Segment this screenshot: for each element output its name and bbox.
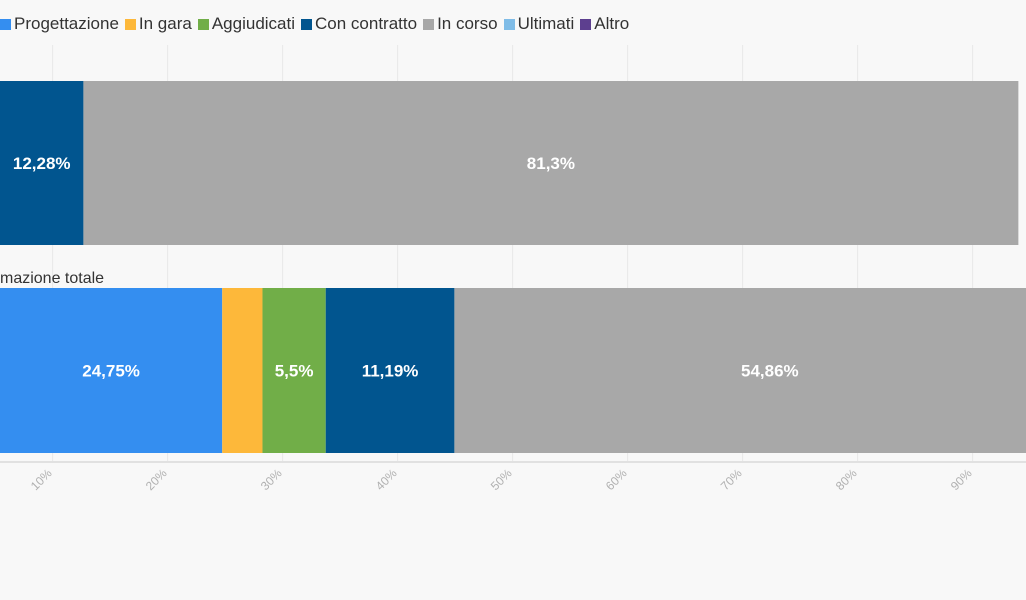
bar-value-label: 81,3% (527, 154, 575, 173)
bar-segment[interactable] (262, 288, 326, 453)
bar-value-label: 5,5% (275, 362, 314, 381)
x-tick-label: 90% (948, 466, 975, 493)
x-tick-label: 80% (833, 466, 860, 493)
x-axis: 10% 20% 30% 40% 50% 60% 70% 80% 90% (0, 461, 1026, 493)
legend-swatch (301, 18, 313, 30)
x-tick-label: 30% (258, 466, 285, 493)
x-tick-label: 50% (488, 466, 515, 493)
bar-value-labels: 12,28% 81,3% 24,75% 5,5% 11,19% 54,86% (13, 154, 799, 381)
legend-item[interactable]: Progettazione (0, 14, 119, 34)
row-label: mazione totale (0, 270, 104, 287)
legend-label: Altro (594, 14, 630, 33)
x-tick-label: 40% (373, 466, 400, 493)
legend-item[interactable]: In corso (423, 14, 498, 34)
bar-value-label: 24,75% (82, 362, 140, 381)
legend-label: Aggiudicati (211, 14, 296, 33)
legend-item[interactable]: Con contratto (301, 14, 417, 34)
legend-label: Ultimati (517, 14, 575, 33)
x-tick-label: 10% (28, 466, 55, 493)
legend-item[interactable]: Altro (580, 14, 629, 34)
legend-label: Con contratto (315, 14, 418, 33)
legend-swatch (580, 18, 592, 30)
legend-label: In corso (437, 14, 498, 33)
legend-item[interactable]: Ultimati (503, 14, 575, 34)
bar-value-label: 12,28% (13, 154, 71, 173)
legend-item[interactable]: In gara (124, 14, 192, 34)
legend-label: Progettazione (14, 14, 119, 33)
legend-label: In gara (138, 14, 192, 33)
legend-item[interactable]: Aggiudicati (197, 14, 296, 34)
legend-swatch (197, 18, 209, 30)
legend-swatch (124, 18, 136, 30)
bar-segment[interactable] (83, 81, 1019, 245)
legend-swatch (0, 18, 11, 30)
x-tick-label: 70% (718, 466, 745, 493)
bar-segment[interactable] (0, 81, 84, 245)
chart-legend: Progettazione In gara Aggiudicati Con contr… (0, 12, 635, 36)
x-tick-label: 60% (603, 466, 630, 493)
bar-segment[interactable] (325, 288, 455, 453)
row-labels: mazione totale (0, 270, 104, 287)
legend-swatch (503, 18, 515, 30)
bars (0, 81, 1026, 453)
bar-segment[interactable] (454, 288, 1026, 453)
bar-value-label: 54,86% (741, 362, 799, 381)
x-tick-label: 20% (143, 466, 170, 493)
bar-segment[interactable] (0, 288, 223, 453)
legend-swatch (423, 18, 435, 30)
bar-value-label: 11,19% (362, 362, 419, 381)
bar-segment[interactable] (222, 288, 263, 453)
